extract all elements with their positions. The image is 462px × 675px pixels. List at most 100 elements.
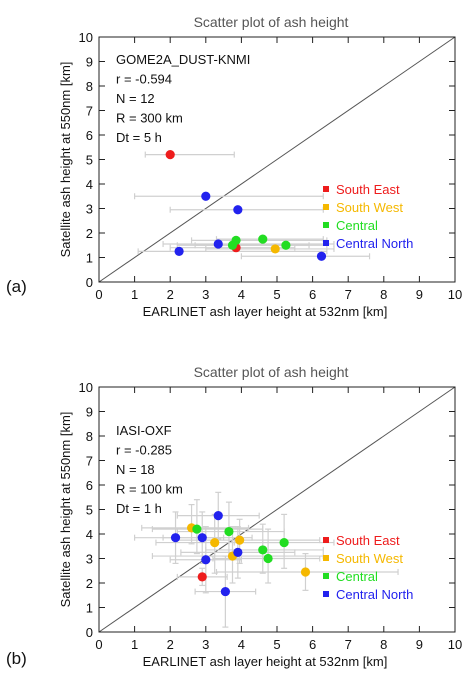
data-point-south-west bbox=[235, 535, 245, 545]
data-point-central-north bbox=[233, 205, 243, 215]
stats-annotation: R = 100 km bbox=[116, 482, 183, 497]
legend-label: Central bbox=[336, 218, 378, 233]
legend-swatch bbox=[323, 537, 329, 543]
x-tick-label: 6 bbox=[309, 287, 316, 302]
y-tick-label: 8 bbox=[86, 429, 93, 444]
y-tick-label: 3 bbox=[86, 202, 93, 217]
y-tick-label: 5 bbox=[86, 503, 93, 518]
x-tick-label: 9 bbox=[416, 287, 423, 302]
y-tick-label: 3 bbox=[86, 552, 93, 567]
data-point-central-north bbox=[233, 547, 243, 557]
stats-annotation: R = 300 km bbox=[116, 111, 183, 126]
stats-annotation: Dt = 1 h bbox=[116, 501, 162, 516]
data-point-central bbox=[258, 545, 268, 555]
data-point-central bbox=[224, 526, 234, 537]
data-point-south-east bbox=[165, 150, 175, 160]
chart-title: Scatter plot of ash height bbox=[194, 364, 349, 380]
data-point-central bbox=[279, 537, 289, 548]
y-tick-label: 7 bbox=[86, 104, 93, 119]
legend-label: South West bbox=[336, 200, 403, 215]
x-tick-label: 7 bbox=[345, 637, 352, 652]
data-point-central bbox=[263, 553, 273, 564]
legend-swatch bbox=[323, 555, 329, 561]
x-tick-label: 2 bbox=[167, 287, 174, 302]
panel-label: (b) bbox=[6, 649, 27, 668]
y-tick-label: 9 bbox=[86, 405, 93, 420]
chart-title: Scatter plot of ash height bbox=[194, 14, 349, 30]
data-point-south-east bbox=[197, 572, 207, 582]
legend-label: Central bbox=[336, 569, 378, 584]
x-tick-label: 2 bbox=[167, 637, 174, 652]
data-point-central-north bbox=[316, 251, 327, 261]
x-axis-label: EARLINET ash layer height at 532nm [km] bbox=[143, 654, 388, 669]
y-tick-label: 6 bbox=[86, 128, 93, 143]
y-tick-label: 2 bbox=[86, 226, 93, 241]
legend-label: South West bbox=[336, 551, 403, 566]
one-to-one-line bbox=[98, 36, 456, 283]
legend-swatch bbox=[323, 591, 329, 597]
x-tick-label: 5 bbox=[273, 637, 280, 652]
data-point-south-west bbox=[210, 537, 220, 548]
stats-annotation: Dt = 5 h bbox=[116, 130, 162, 145]
data-point-south-west bbox=[270, 244, 280, 254]
x-axis-label: EARLINET ash layer height at 532nm [km] bbox=[143, 304, 388, 319]
y-tick-label: 9 bbox=[86, 55, 93, 70]
x-tick-label: 10 bbox=[448, 637, 462, 652]
y-tick-label: 10 bbox=[79, 380, 93, 395]
data-point-central bbox=[281, 240, 291, 250]
x-tick-label: 5 bbox=[273, 287, 280, 302]
data-point-south-west bbox=[300, 567, 311, 577]
x-tick-label: 4 bbox=[238, 637, 245, 652]
data-point-central-north bbox=[170, 533, 181, 543]
legend-label: Central North bbox=[336, 587, 413, 602]
stats-annotation: N = 12 bbox=[116, 91, 155, 106]
y-tick-label: 0 bbox=[86, 625, 93, 640]
y-tick-label: 5 bbox=[86, 153, 93, 168]
data-point-central-north bbox=[213, 511, 223, 521]
y-axis-label: Satellite ash height at 550nm [km] bbox=[58, 62, 73, 258]
y-tick-label: 7 bbox=[86, 454, 93, 469]
data-point-central-north bbox=[213, 239, 223, 249]
stats-annotation: IASI-OXF bbox=[116, 423, 172, 438]
legend-swatch bbox=[323, 240, 329, 246]
y-axis-label: Satellite ash height at 550nm [km] bbox=[58, 412, 73, 608]
x-tick-label: 1 bbox=[131, 637, 138, 652]
scatter-panel-a: Scatter plot of ash height 0 1 2 3 4 5 6 7 8 9 10 0 1… bbox=[6, 14, 462, 319]
x-tick-label: 0 bbox=[95, 637, 102, 652]
data-point-central-north bbox=[201, 555, 211, 565]
data-point-central-north bbox=[220, 586, 230, 597]
x-tick-label: 7 bbox=[345, 287, 352, 302]
y-tick-label: 10 bbox=[79, 30, 93, 45]
x-tick-label: 10 bbox=[448, 287, 462, 302]
x-tick-label: 0 bbox=[95, 287, 102, 302]
y-tick-label: 4 bbox=[86, 177, 93, 192]
x-tick-label: 6 bbox=[309, 637, 316, 652]
panel-label: (a) bbox=[6, 277, 27, 296]
x-tick-label: 3 bbox=[202, 637, 209, 652]
y-tick-label: 2 bbox=[86, 576, 93, 591]
y-tick-label: 6 bbox=[86, 478, 93, 493]
y-tick-label: 4 bbox=[86, 527, 93, 542]
y-tick-label: 8 bbox=[86, 79, 93, 94]
x-tick-label: 4 bbox=[238, 287, 245, 302]
stats-annotation: N = 18 bbox=[116, 462, 155, 477]
y-tick-label: 0 bbox=[86, 275, 93, 290]
stats-annotation: r = -0.285 bbox=[116, 443, 172, 458]
scatter-panel-b: Scatter plot of ash height 0 1 2 3 4 5 6 7 8 9 10 0 1… bbox=[6, 364, 462, 669]
stats-annotation: GOME2A_DUST-KNMI bbox=[116, 52, 250, 67]
x-tick-label: 9 bbox=[416, 637, 423, 652]
y-tick-label: 1 bbox=[86, 251, 93, 266]
legend-label: Central North bbox=[336, 236, 413, 251]
data-point-central-north bbox=[174, 246, 184, 256]
x-tick-label: 3 bbox=[202, 287, 209, 302]
legend-swatch bbox=[323, 186, 329, 192]
legend-swatch bbox=[323, 573, 329, 579]
data-point-central-north bbox=[197, 533, 207, 543]
x-tick-label: 8 bbox=[380, 287, 387, 302]
legend-label: South East bbox=[336, 182, 400, 197]
x-tick-label: 8 bbox=[380, 637, 387, 652]
data-point-central bbox=[258, 234, 268, 244]
x-tick-label: 1 bbox=[131, 287, 138, 302]
stats-annotation: r = -0.594 bbox=[116, 72, 172, 87]
